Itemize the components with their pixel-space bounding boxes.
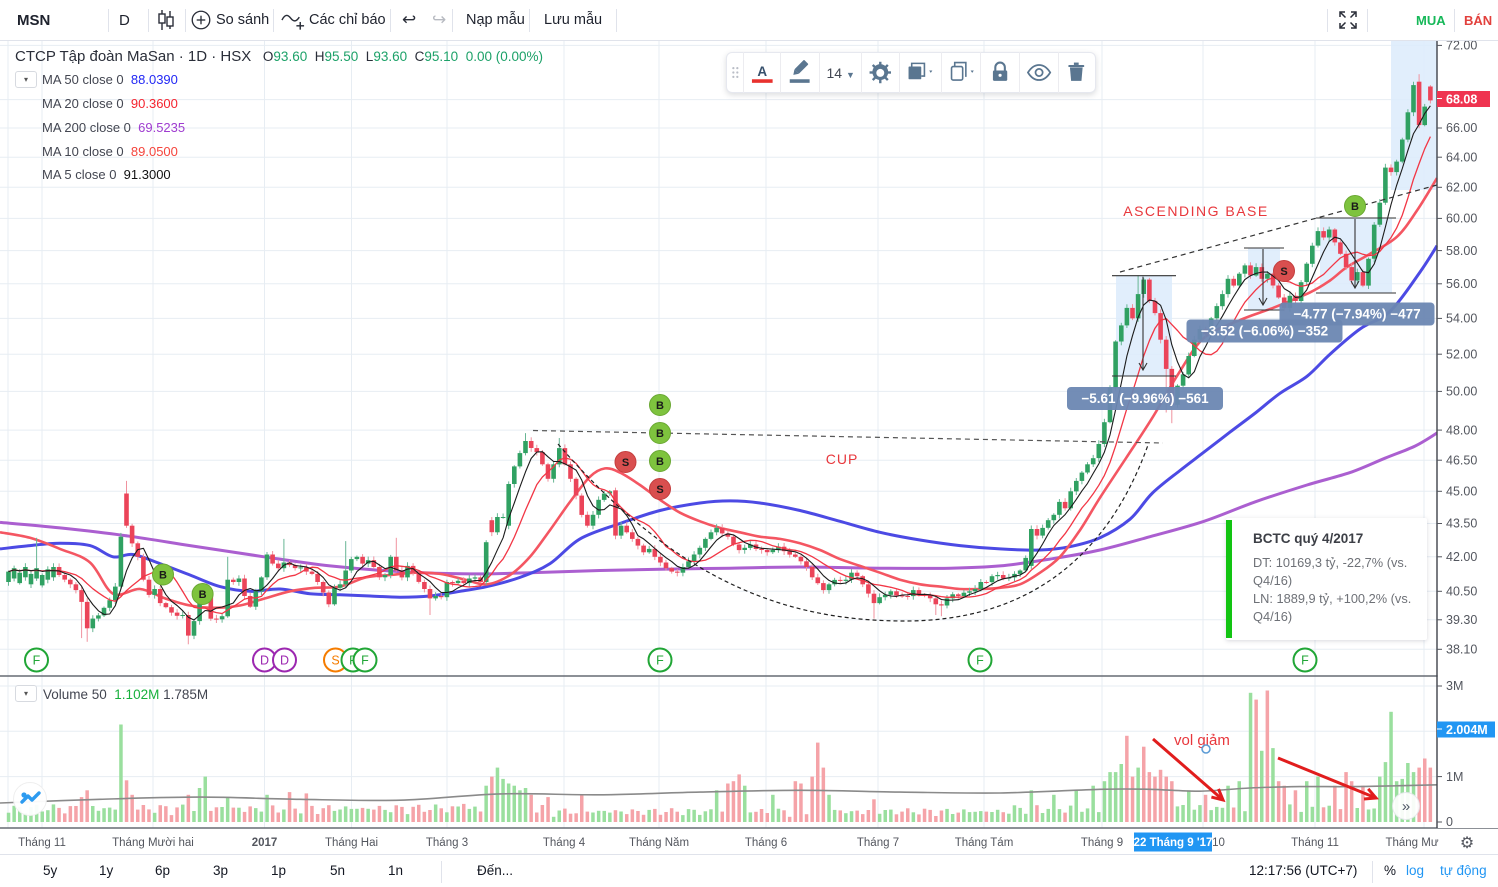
svg-text:B: B	[159, 570, 167, 582]
svg-text:3M: 3M	[1446, 679, 1463, 693]
svg-text:Tháng 3: Tháng 3	[426, 837, 468, 849]
svg-text:39.30: 39.30	[1446, 613, 1477, 627]
svg-text:Tháng 6: Tháng 6	[745, 837, 787, 849]
svg-text:38.10: 38.10	[1446, 643, 1477, 657]
svg-text:F: F	[976, 654, 984, 668]
svg-text:A: A	[757, 64, 767, 79]
svg-text:68.08: 68.08	[1446, 92, 1477, 106]
svg-text:48.00: 48.00	[1446, 423, 1477, 437]
svg-text:2.004M: 2.004M	[1446, 723, 1488, 737]
svg-text:62.00: 62.00	[1446, 181, 1477, 195]
svg-text:−4.77 (−7.94%) −477: −4.77 (−7.94%) −477	[1293, 307, 1420, 322]
svg-text:Tháng 7: Tháng 7	[857, 837, 899, 849]
svg-text:10: 10	[1212, 837, 1225, 849]
svg-text:Tháng Mười hai: Tháng Mười hai	[112, 837, 194, 849]
svg-text:S: S	[1280, 266, 1287, 278]
svg-text:40.50: 40.50	[1446, 585, 1477, 599]
svg-text:B: B	[656, 428, 664, 440]
svg-text:ASCENDING BASE: ASCENDING BASE	[1123, 203, 1268, 219]
svg-text:S: S	[622, 457, 629, 469]
svg-text:CUP: CUP	[826, 451, 859, 467]
svg-text:52.00: 52.00	[1446, 347, 1477, 361]
svg-text:56.00: 56.00	[1446, 277, 1477, 291]
svg-text:64.00: 64.00	[1446, 150, 1477, 164]
svg-text:F: F	[1301, 654, 1309, 668]
svg-text:F: F	[361, 654, 369, 668]
svg-text:50.00: 50.00	[1446, 385, 1477, 399]
svg-text:46.50: 46.50	[1446, 453, 1477, 467]
svg-text:Tháng 11: Tháng 11	[1291, 837, 1339, 849]
svg-text:54.00: 54.00	[1446, 312, 1477, 326]
svg-text:−3.52 (−6.06%) −352: −3.52 (−6.06%) −352	[1201, 324, 1328, 339]
svg-text:D: D	[260, 654, 269, 668]
svg-text:−5.61 (−9.96%) −561: −5.61 (−9.96%) −561	[1081, 391, 1209, 406]
svg-text:F: F	[33, 654, 41, 668]
svg-text:⚙: ⚙	[1460, 835, 1474, 852]
svg-text:Tháng 4: Tháng 4	[543, 837, 586, 849]
svg-text:58.00: 58.00	[1446, 244, 1477, 258]
svg-text:1M: 1M	[1446, 770, 1463, 784]
svg-text:22 Tháng 9 '17: 22 Tháng 9 '17	[1134, 837, 1213, 849]
svg-text:Tháng 11: Tháng 11	[18, 837, 66, 849]
svg-text:Tháng Tám: Tháng Tám	[955, 837, 1014, 849]
svg-text:B: B	[1351, 201, 1359, 213]
svg-text:2017: 2017	[252, 837, 278, 849]
svg-text:B: B	[656, 400, 664, 412]
svg-text:D: D	[280, 654, 289, 668]
svg-text:vol giảm: vol giảm	[1174, 732, 1230, 749]
svg-text:Tháng 9: Tháng 9	[1081, 837, 1123, 849]
svg-text:B: B	[199, 589, 207, 601]
svg-text:60.00: 60.00	[1446, 212, 1477, 226]
svg-text:42.00: 42.00	[1446, 550, 1477, 564]
svg-text:Tháng Năm: Tháng Năm	[629, 837, 689, 849]
svg-text:S: S	[656, 484, 663, 496]
svg-text:B: B	[656, 456, 664, 468]
svg-text:F: F	[656, 654, 664, 668]
svg-text:0: 0	[1446, 815, 1453, 829]
svg-text:72.00: 72.00	[1446, 39, 1477, 53]
svg-text:»: »	[1402, 798, 1410, 815]
svg-text:45.00: 45.00	[1446, 485, 1477, 499]
svg-text:66.00: 66.00	[1446, 121, 1477, 135]
svg-text:Tháng Mư: Tháng Mư	[1385, 837, 1438, 849]
svg-text:Tháng Hai: Tháng Hai	[325, 837, 378, 849]
svg-text:43.50: 43.50	[1446, 517, 1477, 531]
svg-text:S: S	[331, 654, 339, 668]
